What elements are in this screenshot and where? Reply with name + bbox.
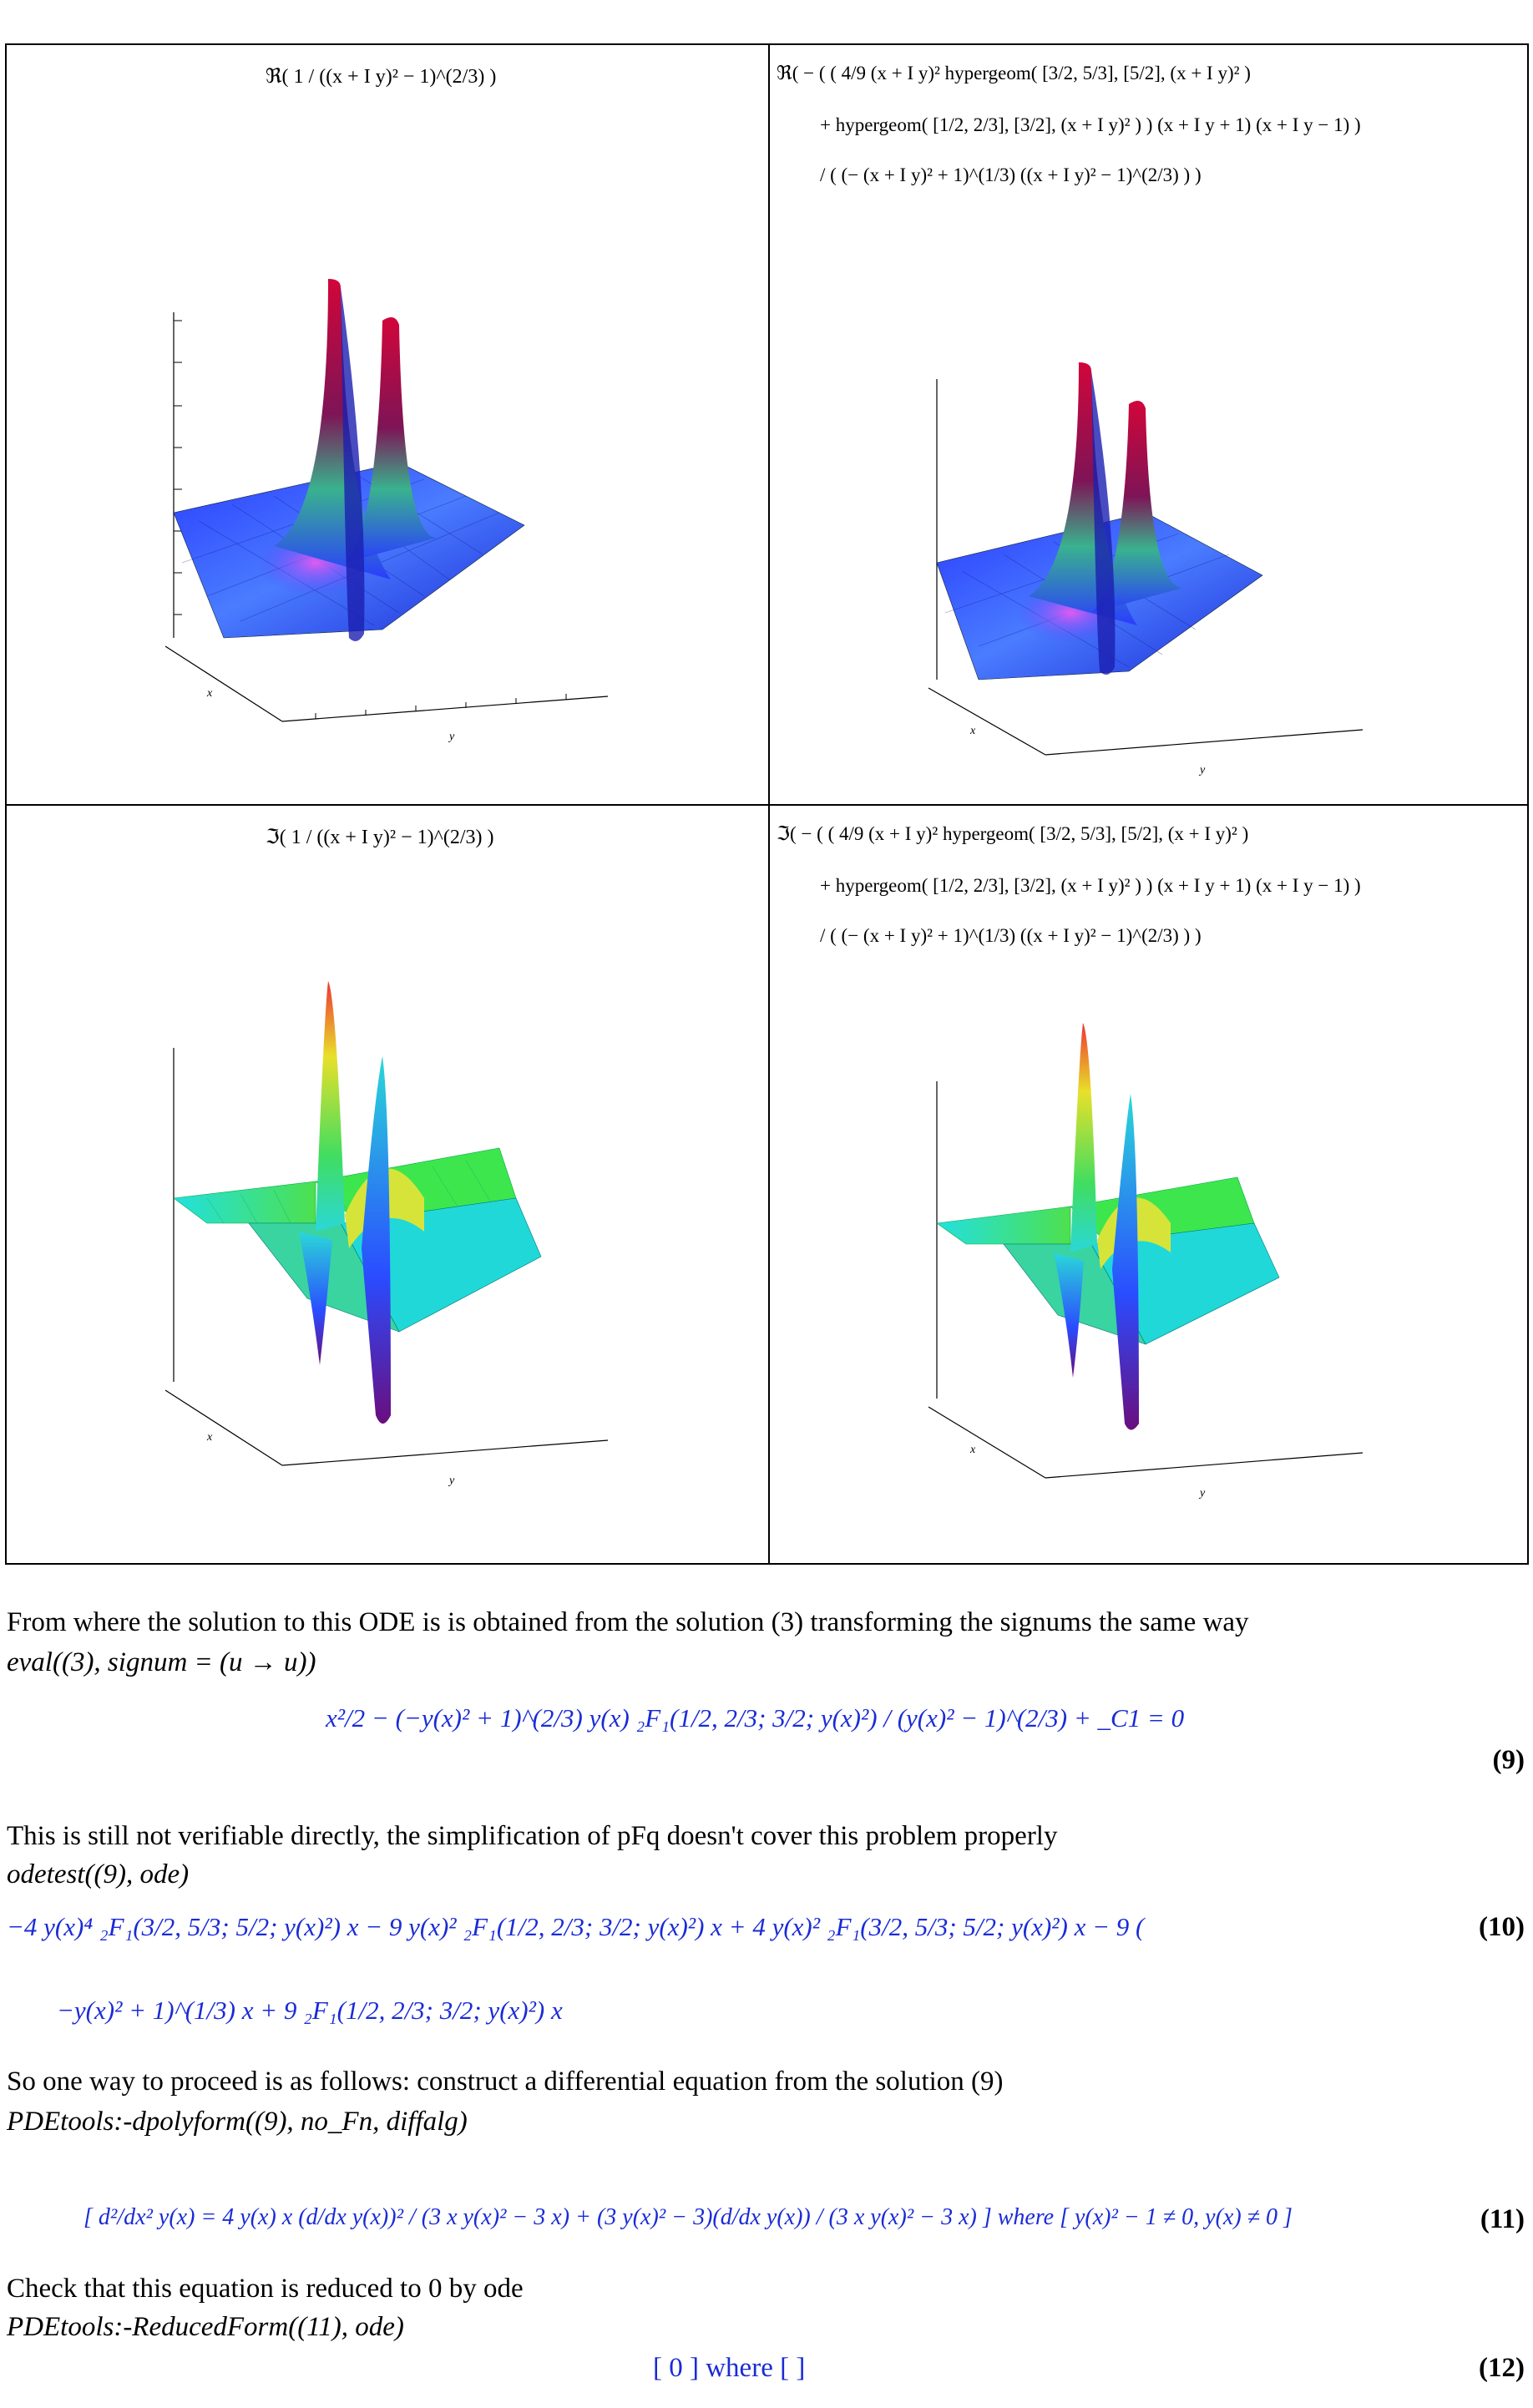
y-axis-label: y (448, 731, 455, 743)
paragraph-intro: From where the solution to this ODE is i… (7, 1607, 1249, 1637)
plot-caption: ℜ( 1 / ((x + I y)² − 1)^(2/3) ) (266, 66, 497, 88)
paragraph-not-verifiable: This is still not verifiable directly, t… (7, 1821, 1058, 1851)
equation-10-line-1: −4 y(x)⁴ ₂F₁(3/2, 5/3; 5/2; y(x)²) x − 9… (7, 1912, 1145, 1941)
x-axis-label: x (206, 1431, 213, 1444)
plot-caption-line-1: ℑ( − ( ( 4/9 (x + I y)² hypergeom( [3/2,… (777, 823, 1249, 844)
plot-caption-line-2: + hypergeom( [1/2, 2/3], [3/2], (x + I y… (820, 114, 1361, 135)
equation-number-11: (11) (1480, 2204, 1525, 2234)
plot-cell-imag-simple: ℑ( 1 / ((x + I y)² − 1)^(2/3) ) (7, 806, 766, 1565)
x-axis-label: x (206, 687, 213, 700)
plot-cell-real-hyper: ℜ( − ( ( 4/9 (x + I y)² hypergeom( [3/2,… (770, 45, 1530, 804)
plot-caption: ℑ( 1 / ((x + I y)² − 1)^(2/3) ) (266, 827, 494, 848)
surface-plot-3d[interactable]: x y (149, 948, 616, 1532)
command-reducedform: PDEtools:-ReducedForm((11), ode) (7, 2312, 404, 2342)
surface-plot-3d[interactable]: x y (912, 998, 1379, 1532)
paragraph-check: Check that this equation is reduced to 0… (7, 2274, 524, 2304)
x-axis-label: x (969, 1444, 976, 1456)
equation-number-10: (10) (1479, 1912, 1525, 1942)
surface-plot-3d[interactable]: x y (912, 245, 1379, 780)
command-eval: eval((3), signum = (u → u)) (7, 1647, 316, 1677)
z-axis (173, 312, 182, 638)
x-axis (164, 1389, 283, 1466)
plot-cell-real-simple: ℜ( 1 / ((x + I y)² − 1)^(2/3) ) (7, 45, 766, 804)
plot-cell-imag-hyper: ℑ( − ( ( 4/9 (x + I y)² hypergeom( [3/2,… (770, 806, 1530, 1565)
y-axis-label: y (448, 1475, 455, 1487)
equation-12: [ 0 ] where [ ] (653, 2353, 806, 2383)
grid-divider-horizontal (7, 804, 1527, 806)
x-axis (928, 1406, 1046, 1479)
plot-caption-line-2: + hypergeom( [1/2, 2/3], [3/2], (x + I y… (820, 875, 1361, 896)
paragraph-construct: So one way to proceed is as follows: con… (7, 2067, 1004, 2097)
y-axis (281, 1439, 609, 1466)
y-axis (1045, 1452, 1364, 1479)
x-axis (928, 687, 1046, 756)
x-axis (164, 645, 283, 722)
plot-caption-line-3: / ( (− (x + I y)² + 1)^(1/3) ((x + I y)²… (820, 925, 1202, 946)
plot-caption-line-1: ℜ( − ( ( 4/9 (x + I y)² hypergeom( [3/2,… (777, 63, 1251, 83)
plot-grid: ℜ( 1 / ((x + I y)² − 1)^(2/3) ) (5, 43, 1529, 1565)
surface-plot-3d[interactable]: x y (149, 145, 616, 763)
command-dpolyform: PDEtools:-dpolyform((9), no_Fn, diffalg) (7, 2107, 468, 2137)
equation-9: x²/2 − (−y(x)² + 1)^(2/3) y(x) ₂F₁(1/2, … (326, 1703, 1185, 1733)
x-axis-label: x (969, 725, 976, 737)
command-odetest: odetest((9), ode) (7, 1859, 190, 1889)
y-axis (281, 694, 609, 722)
y-axis-label: y (1198, 1487, 1206, 1500)
y-axis (1045, 729, 1364, 756)
equation-number-12: (12) (1479, 2353, 1525, 2383)
equation-11: [ d²/dx² y(x) = 4 y(x) x (d/dx y(x))² / … (83, 2204, 1293, 2230)
equation-number-9: (9) (1492, 1745, 1525, 1775)
equation-10-line-2: −y(x)² + 1)^(1/3) x + 9 ₂F₁(1/2, 2/3; 3/… (57, 1996, 563, 2025)
plot-caption-line-3: / ( (− (x + I y)² + 1)^(1/3) ((x + I y)²… (820, 164, 1202, 185)
y-axis-label: y (1198, 764, 1206, 777)
